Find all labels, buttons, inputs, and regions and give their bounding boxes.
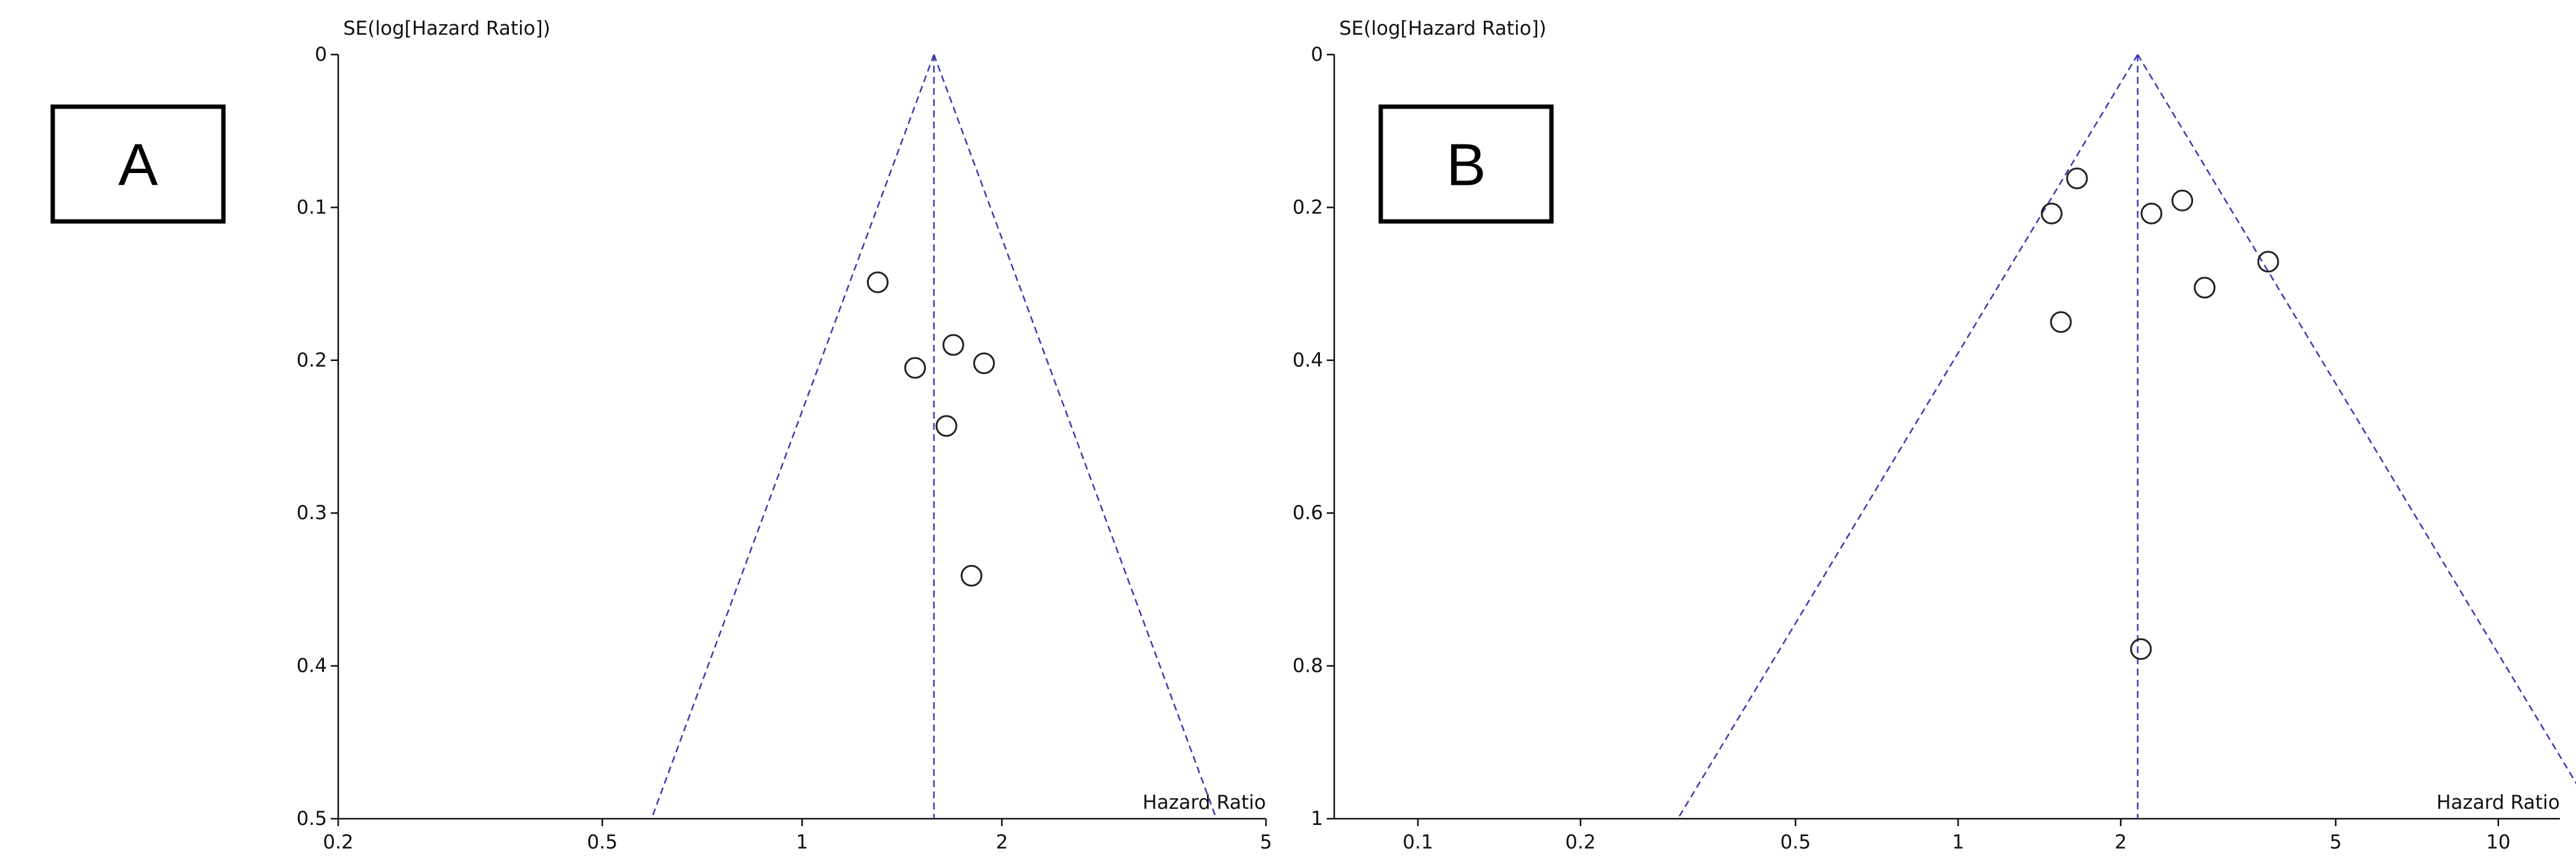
y-tick-label: 0 — [315, 43, 327, 66]
x-tick-label: 0.2 — [323, 831, 353, 853]
y-axis-title: SE(log[Hazard Ratio]) — [1339, 17, 1546, 40]
y-tick-label: 0 — [1311, 43, 1323, 66]
x-tick-label: 0.1 — [1402, 831, 1433, 853]
y-tick-label: 0.2 — [1293, 196, 1323, 218]
panel-label: B — [1446, 132, 1486, 198]
study-point — [935, 415, 958, 437]
y-axis-title: SE(log[Hazard Ratio]) — [343, 17, 550, 40]
panel-label: A — [118, 132, 158, 198]
x-tick-label: 2 — [996, 831, 1008, 853]
panel-label-box — [1378, 104, 1554, 224]
y-tick-label: 0.1 — [297, 196, 327, 218]
x-tick-label: 1 — [796, 831, 809, 853]
funnel-plot-panel-b: 0 0.2 0.4 0.6 0.8 1 0.1 0.2 0.5 1 2 5 10 SE(log[Hazar… — [1293, 17, 2576, 853]
x-tick-label: 5 — [1260, 831, 1272, 853]
x-tick-label: 0.5 — [1780, 831, 1811, 853]
x-tick-label: 5 — [2330, 831, 2342, 853]
study-point — [2257, 251, 2279, 273]
y-tick-label: 0.4 — [297, 655, 327, 677]
study-point — [942, 334, 964, 356]
y-tick-label: 0.8 — [1293, 655, 1323, 677]
study-point — [960, 564, 982, 587]
y-tick-label: 0.6 — [1293, 502, 1323, 524]
study-point — [2050, 311, 2072, 333]
study-point — [904, 357, 927, 379]
x-tick-label: 1 — [1952, 831, 1964, 853]
funnel-plot-panel-a: 00.10.20.30.40.50.2 0.5 1 2 5SE(log[Hazard R… — [50, 17, 1272, 853]
y-tick-label: 0.2 — [297, 349, 327, 372]
study-point — [2130, 638, 2152, 660]
study-point — [973, 352, 995, 375]
study-point — [2194, 277, 2216, 299]
x-tick-label: 2 — [2115, 831, 2127, 853]
y-tick-label: 0.5 — [297, 808, 327, 830]
x-tick-label: 0.2 — [1565, 831, 1595, 853]
funnel-right-limit-line — [933, 54, 1218, 819]
study-point — [2066, 167, 2088, 190]
funnel-right-limit-line — [2137, 54, 2576, 785]
study-point — [2040, 202, 2063, 225]
funnel-left-limit-line — [1677, 54, 2138, 819]
y-tick-label: 1 — [1311, 808, 1323, 830]
study-point — [2140, 202, 2163, 225]
study-point — [866, 271, 889, 293]
study-point — [2171, 189, 2194, 212]
x-axis-title: Hazard Ratio — [2436, 791, 2560, 814]
x-axis-title: Hazard Ratio — [1142, 791, 1266, 814]
y-tick-label: 0.4 — [1293, 349, 1323, 372]
funnel-left-limit-line — [650, 54, 935, 819]
x-tick-label: 0.5 — [587, 831, 617, 853]
y-tick-label: 0.3 — [297, 502, 327, 524]
x-tick-label: 10 — [2486, 831, 2510, 853]
panel-label-box — [50, 104, 226, 224]
